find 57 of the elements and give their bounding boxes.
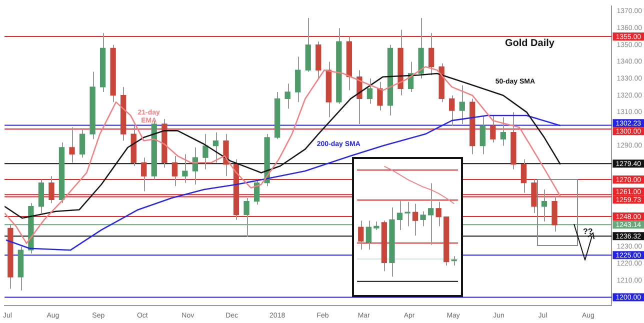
candlestick <box>284 83 290 110</box>
candlestick <box>541 189 548 222</box>
candlestick <box>346 36 352 91</box>
candlestick <box>38 178 44 214</box>
candlestick <box>459 84 465 124</box>
candlestick <box>233 158 240 220</box>
candlestick <box>18 246 24 291</box>
candlestick <box>500 116 506 146</box>
candlestick <box>295 56 301 103</box>
candlestick <box>449 94 455 126</box>
candlestick <box>389 206 395 278</box>
candlestick <box>48 176 54 204</box>
candlestick <box>396 200 403 230</box>
candlestick <box>520 158 527 194</box>
candlestick <box>531 178 537 214</box>
candlestick <box>69 126 75 164</box>
candlestick <box>418 17 424 80</box>
candlestick <box>510 112 516 170</box>
candlestick <box>172 155 178 187</box>
candlestick <box>428 182 434 246</box>
candlestick <box>387 44 394 116</box>
candlestick <box>120 86 126 142</box>
candlestick <box>412 203 418 236</box>
candlestick <box>100 32 106 92</box>
candlestick <box>274 91 280 140</box>
candlestick <box>223 134 229 177</box>
candlestick <box>8 224 14 290</box>
candlestick <box>377 81 383 111</box>
candlestick <box>420 210 426 227</box>
candlestick <box>110 44 116 103</box>
candlestick <box>141 157 147 192</box>
candlestick <box>552 196 558 232</box>
candlestick <box>381 220 388 272</box>
candlestick <box>358 220 364 250</box>
candlestick <box>202 134 208 170</box>
candlestick <box>316 41 322 80</box>
candlestick <box>162 118 168 168</box>
candlestick <box>480 115 486 155</box>
candlestick <box>90 71 96 140</box>
candlestick <box>366 220 372 250</box>
candlestick <box>212 132 219 164</box>
candlestick <box>470 98 476 155</box>
candlestick <box>398 29 404 96</box>
annotation: ?? <box>583 227 593 236</box>
candlestick <box>326 61 332 118</box>
candlestick <box>244 197 250 238</box>
candlestick <box>305 17 311 72</box>
candlestick <box>428 32 434 76</box>
candlestick <box>182 154 188 184</box>
candlestick <box>404 201 410 227</box>
candlestick <box>130 125 136 166</box>
candlestick <box>444 216 450 266</box>
candlestick <box>336 28 342 104</box>
candlestick <box>436 201 442 227</box>
text: Gold Daily <box>505 38 554 49</box>
candlestick <box>374 221 380 230</box>
candlestick <box>366 78 373 104</box>
